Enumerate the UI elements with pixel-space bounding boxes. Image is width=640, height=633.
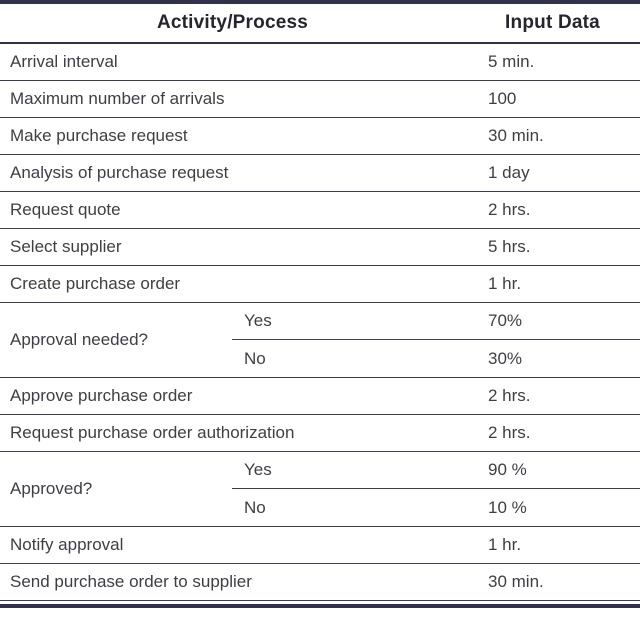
branch-row: Yes 90 %: [232, 452, 640, 489]
input-value: 70%: [488, 311, 523, 330]
input-value: 5 hrs.: [488, 237, 531, 256]
input-value: 30 min.: [488, 572, 544, 591]
activity-input-data-table: Activity/Process Input Data Arrival inte…: [0, 0, 640, 608]
table-header-row: Activity/Process Input Data: [0, 4, 640, 44]
activity-cell: Approve purchase order: [10, 386, 193, 405]
column-header-input-data: Input Data: [505, 12, 600, 33]
activity-cell: Select supplier: [10, 237, 122, 256]
input-value: 1 day: [488, 163, 530, 182]
table-row-group: Approved? Yes 90 % No 10 %: [0, 452, 640, 527]
branch-row: No 10 %: [232, 489, 640, 526]
table-row: Request quote 2 hrs.: [0, 192, 640, 229]
table-top-rule: [0, 0, 640, 4]
table-row: Approve purchase order 2 hrs.: [0, 378, 640, 415]
table-row: Maximum number of arrivals 100: [0, 81, 640, 118]
branch-rows: Yes 70% No 30%: [232, 303, 640, 377]
input-value: 1 hr.: [488, 535, 522, 554]
activity-cell: Approved?: [10, 479, 93, 498]
branch-row: No 30%: [232, 340, 640, 377]
table-bottom-rule: [0, 604, 640, 608]
input-value: 100: [488, 89, 517, 108]
table-row: Arrival interval 5 min.: [0, 44, 640, 81]
input-value: 30 min.: [488, 126, 544, 145]
branch-label: Yes: [244, 460, 272, 479]
input-value: 2 hrs.: [488, 386, 531, 405]
activity-cell: Create purchase order: [10, 274, 181, 293]
input-value: 5 min.: [488, 52, 535, 71]
activity-cell: Send purchase order to supplier: [10, 572, 252, 591]
activity-cell: Make purchase request: [10, 126, 188, 145]
table-bottom-gap: [0, 601, 640, 604]
branch-label: No: [244, 497, 266, 517]
table-body: Arrival interval 5 min. Maximum number of …: [0, 44, 640, 601]
table-row: Analysis of purchase request 1 day: [0, 155, 640, 192]
input-value: 30%: [488, 348, 523, 368]
activity-cell: Request quote: [10, 200, 121, 219]
branch-label: No: [244, 348, 266, 368]
input-value: 1 hr.: [488, 274, 522, 293]
input-value: 2 hrs.: [488, 200, 531, 219]
branch-label: Yes: [244, 311, 272, 330]
column-header-activity-process: Activity/Process: [156, 12, 309, 33]
table-row: Request purchase order authorization 2 hr…: [0, 415, 640, 452]
activity-cell: Analysis of purchase request: [10, 163, 229, 182]
branch-rows: Yes 90 % No 10 %: [232, 452, 640, 526]
table-row: Create purchase order 1 hr.: [0, 266, 640, 303]
activity-cell: Notify approval: [10, 535, 124, 554]
activity-cell: Request purchase order authorization: [10, 423, 295, 442]
branch-row: Yes 70%: [232, 303, 640, 340]
table-row: Send purchase order to supplier 30 min.: [0, 564, 640, 601]
table-row: Make purchase request 30 min.: [0, 118, 640, 155]
input-value: 10 %: [488, 497, 527, 517]
table-row-group: Approval needed? Yes 70% No 30%: [0, 303, 640, 378]
table-row: Notify approval 1 hr.: [0, 527, 640, 564]
activity-cell: Approval needed?: [10, 330, 149, 349]
input-value: 90 %: [488, 460, 527, 479]
activity-cell: Arrival interval: [10, 52, 118, 71]
activity-cell: Maximum number of arrivals: [10, 89, 225, 108]
table-row: Select supplier 5 hrs.: [0, 229, 640, 266]
input-value: 2 hrs.: [488, 423, 531, 442]
